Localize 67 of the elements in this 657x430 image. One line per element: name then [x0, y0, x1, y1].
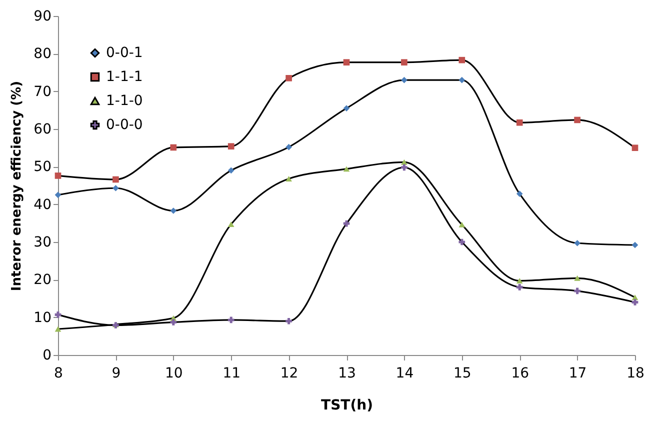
point — [54, 192, 62, 198]
point — [170, 319, 177, 326]
point — [458, 56, 466, 64]
point — [632, 242, 638, 248]
x-tick-label: 8 — [54, 366, 63, 382]
point — [228, 222, 234, 228]
x-tick-label: 15 — [453, 366, 472, 382]
point — [286, 318, 292, 324]
point — [228, 167, 234, 174]
y-tick-label: 60 — [34, 122, 52, 138]
point — [574, 275, 580, 281]
x-axis-title: TST(h) — [321, 398, 373, 414]
point — [343, 105, 350, 112]
legend-label: 0-0-1 — [106, 45, 143, 61]
point — [516, 278, 523, 284]
y-tick-label: 20 — [34, 272, 52, 288]
point — [458, 222, 466, 228]
point — [574, 288, 580, 294]
point — [458, 76, 466, 84]
point — [401, 76, 408, 84]
x-tick-label: 17 — [568, 366, 587, 382]
point — [54, 312, 62, 318]
y-axis-title: Interor energy efficiency (%) — [10, 80, 25, 292]
y-tick-label: 0 — [42, 348, 52, 364]
point — [574, 116, 580, 124]
legend-label: 1-1-0 — [106, 93, 143, 109]
point — [632, 144, 638, 151]
x-tick-label: 10 — [164, 366, 183, 382]
x-tick-label: 9 — [112, 366, 121, 382]
x-tick-label: 18 — [626, 366, 644, 382]
point — [574, 240, 580, 246]
point — [343, 166, 350, 172]
point — [516, 190, 523, 197]
x-tick-label: 11 — [222, 366, 241, 382]
x-tick-label: 14 — [396, 366, 414, 382]
y-tick-label: 30 — [34, 234, 52, 250]
point — [286, 74, 292, 82]
legend-label: 0-0-0 — [106, 117, 143, 133]
point — [112, 184, 119, 192]
point — [401, 164, 408, 171]
x-tick-label: 13 — [338, 366, 356, 382]
point — [632, 299, 638, 306]
point — [286, 176, 292, 182]
x-tick-label: 12 — [280, 366, 298, 382]
y-tick-label: 40 — [34, 196, 52, 213]
point — [228, 143, 234, 150]
point — [401, 59, 408, 66]
point — [228, 316, 234, 324]
legend-label: 1-1-1 — [106, 69, 143, 85]
point — [112, 176, 119, 183]
point — [54, 172, 62, 179]
point — [170, 144, 177, 151]
point — [516, 119, 523, 126]
point — [170, 208, 177, 214]
point — [54, 326, 62, 332]
y-tick-label: 70 — [34, 84, 52, 100]
point — [343, 220, 350, 227]
y-tick-label: 50 — [34, 159, 52, 176]
point — [516, 284, 523, 290]
point — [343, 59, 350, 66]
x-tick-label: 16 — [511, 366, 530, 382]
point — [401, 159, 408, 165]
point — [458, 238, 466, 246]
y-tick-label: 80 — [34, 46, 52, 62]
point — [286, 144, 292, 150]
y-tick-label: 90 — [34, 8, 52, 24]
y-tick-label: 10 — [34, 310, 52, 326]
